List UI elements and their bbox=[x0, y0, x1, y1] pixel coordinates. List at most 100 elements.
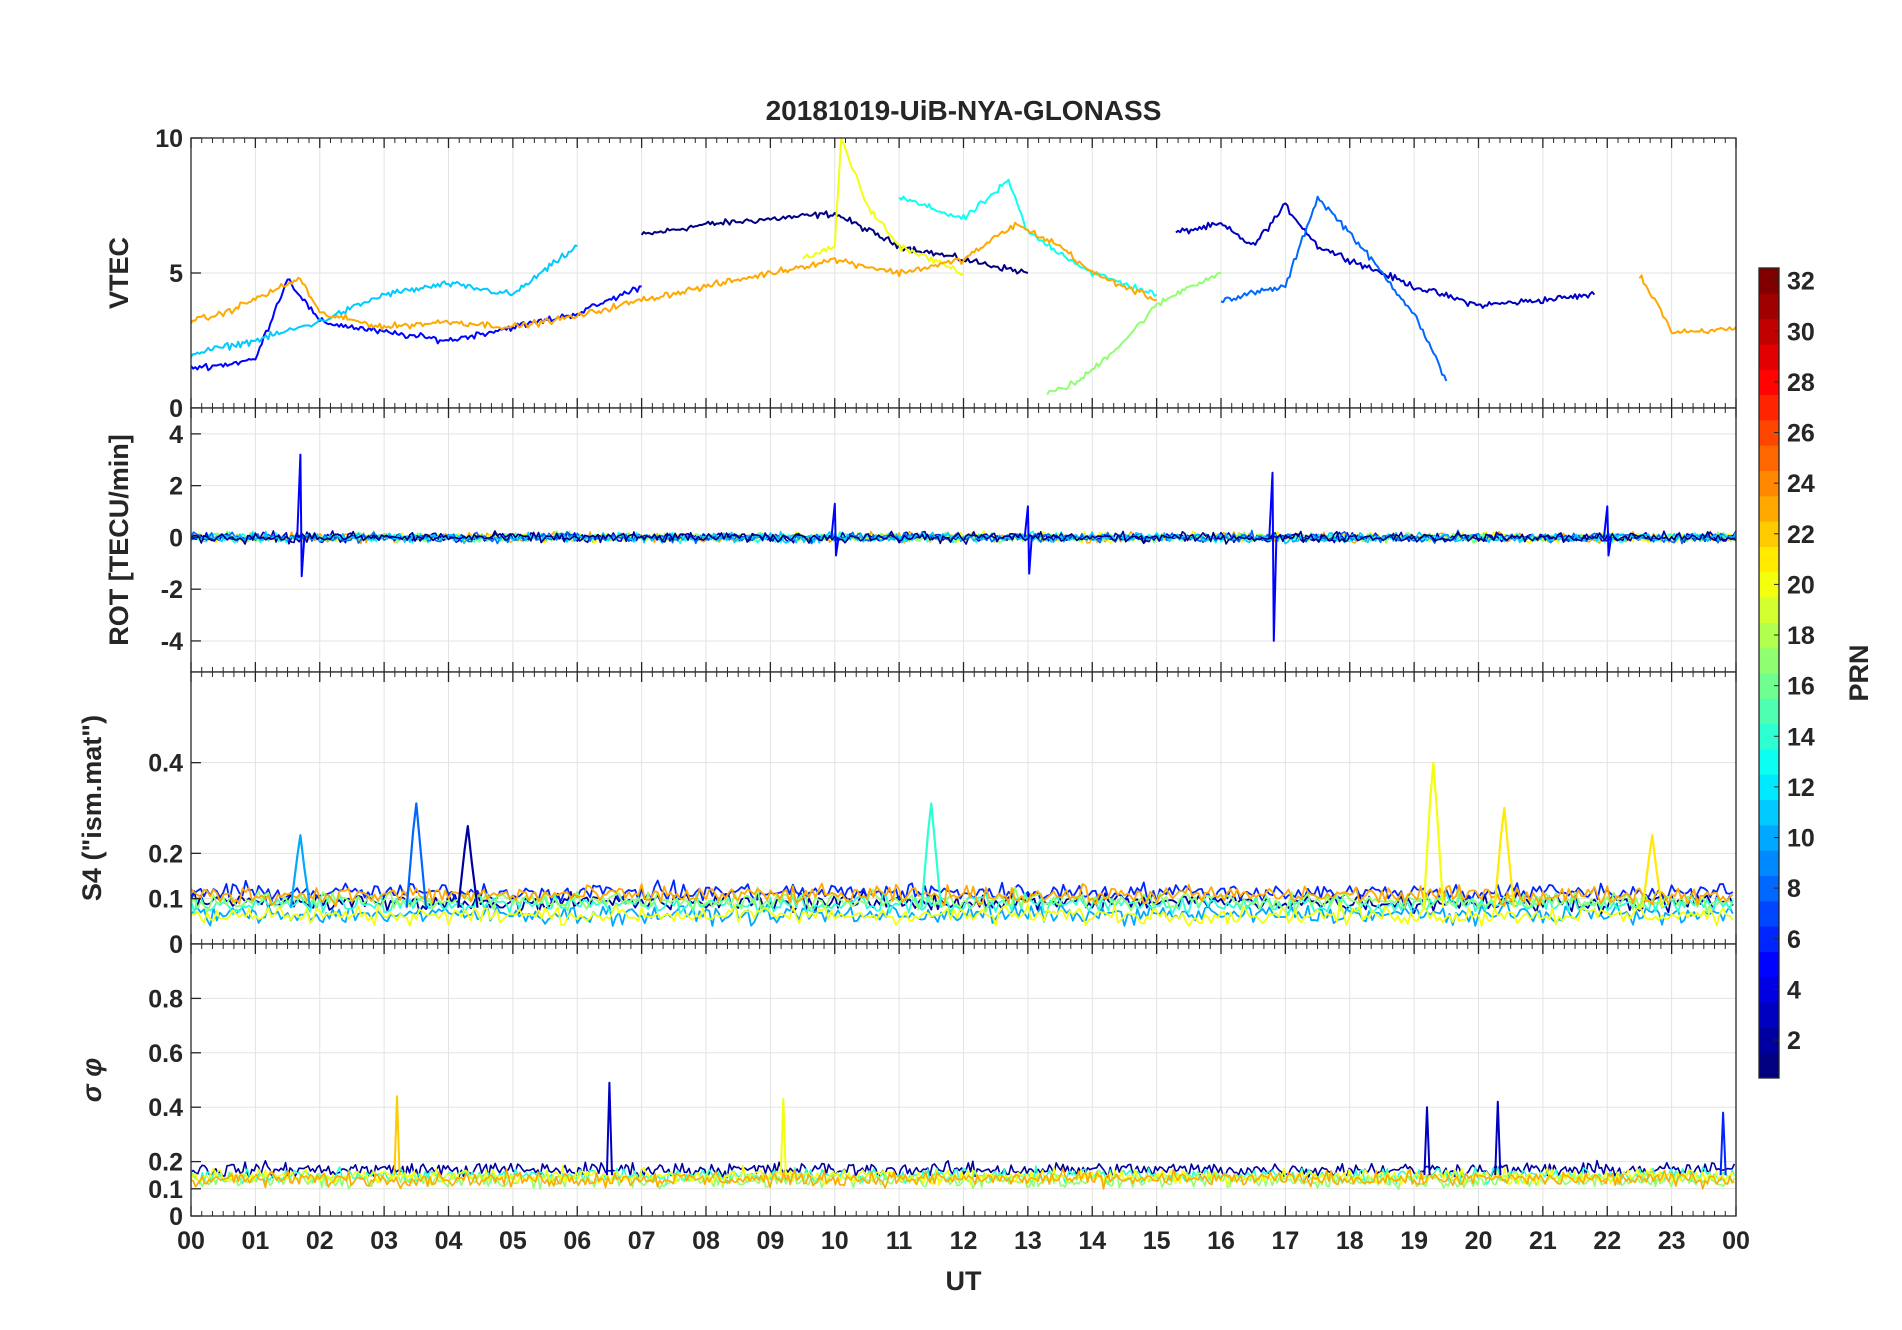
rot-spike bbox=[1603, 505, 1613, 557]
panel-sigma_phi: 00.10.2 0.4 0.6 0.8 σ φ bbox=[77, 943, 1737, 1231]
y-tick-label: 0.4 bbox=[148, 750, 183, 778]
x-tick-label: 22 bbox=[1593, 1227, 1621, 1255]
s4-peak bbox=[457, 825, 479, 908]
y-tick-label: 0.6 bbox=[148, 1040, 183, 1068]
colorbar-swatch bbox=[1759, 926, 1779, 952]
x-tick-label: 20 bbox=[1465, 1227, 1493, 1255]
x-tick-label: 17 bbox=[1271, 1227, 1299, 1255]
y-tick-label: 0.2 bbox=[148, 1149, 183, 1177]
sigma-peak bbox=[779, 1098, 787, 1176]
y-axis-label: VTEC bbox=[104, 237, 134, 309]
colorbar-swatch bbox=[1759, 875, 1779, 902]
colorbar-swatch bbox=[1759, 445, 1779, 471]
sigma-peak bbox=[393, 1095, 401, 1176]
sigma-series-prn-23 bbox=[191, 1167, 1735, 1190]
x-tick-label: 14 bbox=[1078, 1227, 1106, 1255]
x-tick-label: 19 bbox=[1400, 1227, 1428, 1255]
colorbar-swatch bbox=[1759, 976, 1779, 1003]
x-tick-label: 23 bbox=[1658, 1227, 1686, 1255]
vtec-series-prn-3 bbox=[1175, 202, 1596, 309]
colorbar-swatch bbox=[1759, 369, 1779, 396]
colorbar-swatch bbox=[1759, 419, 1779, 446]
colorbar-swatch bbox=[1759, 1002, 1779, 1028]
sigma-peak bbox=[1719, 1111, 1727, 1176]
vtec-series-prn-23 bbox=[191, 221, 1157, 331]
rot-spike bbox=[830, 502, 840, 557]
x-tick-label: 04 bbox=[435, 1227, 463, 1255]
colorbar-frame bbox=[1758, 267, 1780, 1079]
y-tick-label: 0.2 bbox=[148, 840, 183, 868]
x-tick-label: 13 bbox=[1014, 1227, 1042, 1255]
vtec-series-prn-23 bbox=[1638, 274, 1736, 335]
colorbar-tick-label: 30 bbox=[1787, 318, 1815, 346]
y-axis-label: σ φ bbox=[77, 1058, 107, 1102]
colorbar-tick-label: 24 bbox=[1787, 470, 1815, 498]
s4-peak bbox=[1493, 806, 1515, 908]
y-tick-label: -4 bbox=[161, 628, 183, 656]
s4-series-prn-20 bbox=[191, 901, 1734, 927]
colorbar-tick-label: 8 bbox=[1787, 875, 1801, 903]
s4-series-prn-10 bbox=[191, 902, 1734, 927]
colorbar-swatch bbox=[1759, 571, 1779, 598]
rot-spike bbox=[1268, 471, 1278, 642]
y-tick-label: 0 bbox=[169, 395, 183, 423]
y-tick-label: 4 bbox=[169, 421, 183, 449]
colorbar-swatch bbox=[1759, 900, 1779, 927]
rot-spike bbox=[296, 453, 306, 578]
colorbar-swatch bbox=[1759, 1052, 1779, 1079]
rot-spike bbox=[1023, 505, 1033, 575]
y-tick-label: 2 bbox=[169, 473, 183, 501]
colorbar-label: PRN bbox=[1844, 644, 1874, 701]
vtec-series-prn-5 bbox=[191, 278, 642, 372]
y-tick-label: -2 bbox=[161, 576, 183, 604]
x-tick-label: 07 bbox=[628, 1227, 656, 1255]
vtec-series-prn-20 bbox=[802, 138, 965, 277]
y-axis-label: S4 ("ism.mat") bbox=[77, 715, 107, 901]
colorbar-tick-label: 22 bbox=[1787, 521, 1815, 549]
y-tick-label: 10 bbox=[155, 125, 183, 153]
x-tick-label: 02 bbox=[306, 1227, 334, 1255]
colorbar-tick-label: 14 bbox=[1787, 723, 1815, 751]
x-tick-label: 06 bbox=[563, 1227, 591, 1255]
y-tick-label: 0 bbox=[169, 931, 183, 959]
colorbar-tick-label: 10 bbox=[1787, 825, 1815, 853]
colorbar-swatch bbox=[1759, 546, 1779, 573]
rot-series-prn-11 bbox=[191, 530, 1736, 545]
colorbar-swatch bbox=[1759, 824, 1779, 851]
series-group bbox=[191, 1081, 1736, 1190]
vtec-series-prn-11 bbox=[191, 244, 578, 358]
s4-series-prn-17 bbox=[191, 886, 1734, 914]
colorbar-swatch bbox=[1759, 318, 1779, 345]
colorbar-tick-label: 20 bbox=[1787, 571, 1815, 599]
x-tick-label: 01 bbox=[241, 1227, 269, 1255]
y-tick-label: 0.8 bbox=[148, 985, 183, 1013]
y-tick-label: 5 bbox=[169, 260, 183, 288]
x-tick-label: 12 bbox=[950, 1227, 978, 1255]
x-tick-label: 15 bbox=[1143, 1227, 1171, 1255]
x-tick-label: 16 bbox=[1207, 1227, 1235, 1255]
y-tick-label: 0 bbox=[169, 1203, 183, 1231]
colorbar-swatch bbox=[1759, 495, 1779, 522]
x-tick-label: 09 bbox=[756, 1227, 784, 1255]
panel-rot: -4 -2 0 2 4 ROT [TECU/min] bbox=[104, 407, 1737, 673]
y-axis-label: ROT [TECU/min] bbox=[104, 434, 134, 645]
s4-peak bbox=[1422, 761, 1445, 908]
x-tick-label: 03 bbox=[370, 1227, 398, 1255]
colorbar-tick-label: 18 bbox=[1787, 622, 1815, 650]
colorbar-tick-label: 26 bbox=[1787, 420, 1815, 448]
colorbar-tick-label: 2 bbox=[1787, 1027, 1801, 1055]
rot-series-prn-1 bbox=[191, 530, 1736, 545]
vtec-series-prn-17 bbox=[1046, 271, 1222, 396]
y-tick-label: 0 bbox=[169, 524, 183, 552]
colorbar-swatch bbox=[1759, 597, 1779, 623]
s4-peak bbox=[1641, 834, 1664, 908]
sigma-peak bbox=[1494, 1100, 1502, 1176]
colorbar-tick-label: 12 bbox=[1787, 774, 1815, 802]
series-group bbox=[191, 761, 1734, 927]
x-tick-label: 00 bbox=[1722, 1227, 1750, 1255]
colorbar-swatch bbox=[1759, 799, 1779, 826]
x-tick-label: 10 bbox=[821, 1227, 849, 1255]
x-tick-label: 18 bbox=[1336, 1227, 1364, 1255]
